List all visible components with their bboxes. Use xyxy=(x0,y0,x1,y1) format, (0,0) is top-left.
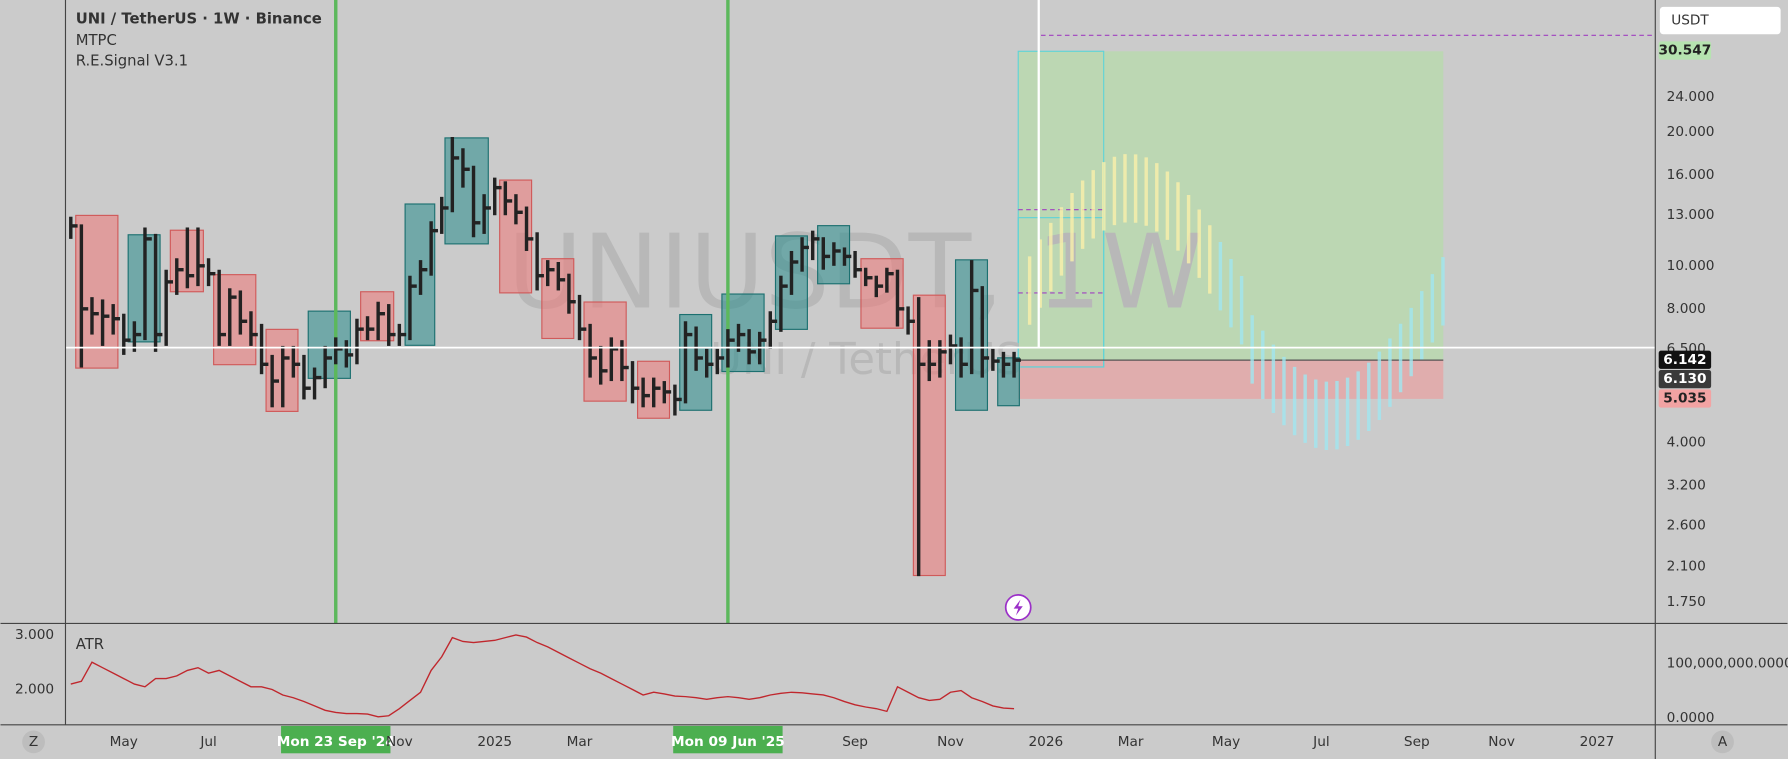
price-label-bg xyxy=(1658,389,1712,408)
x-tick-label: 2026 xyxy=(1028,734,1063,750)
atr-tick-label: 2.000 xyxy=(15,682,54,698)
y-tick-label: 4.000 xyxy=(1667,434,1706,450)
y-tick-label: 8.000 xyxy=(1667,301,1706,317)
x-tick-label: Mon 23 Sep '24 xyxy=(277,734,395,750)
currency-label: USDT xyxy=(1671,13,1709,29)
signal-box xyxy=(307,310,351,379)
price-label: 6.130 xyxy=(1663,371,1706,387)
x-tick-label: Nov xyxy=(1488,734,1515,750)
alert-icon-bolt xyxy=(1013,599,1023,616)
plot xyxy=(69,0,1021,718)
button-z[interactable] xyxy=(22,730,45,754)
price-label-bg xyxy=(1658,370,1712,389)
atr-line xyxy=(70,634,1015,718)
price-label-bg xyxy=(1658,41,1712,60)
highlight-label-bg xyxy=(673,725,783,754)
price-label-bg xyxy=(1658,350,1712,369)
x-tick-label: Mon 09 Jun '25 xyxy=(671,734,785,750)
x-tick-label: 2027 xyxy=(1580,734,1615,750)
y-tick-label: 13.000 xyxy=(1667,207,1715,223)
y-tick-label: 2.600 xyxy=(1667,518,1706,534)
price-label: 5.035 xyxy=(1663,391,1706,407)
button-a[interactable] xyxy=(1711,730,1734,754)
projection-zones xyxy=(1017,34,1653,399)
x-tick-label: Mar xyxy=(567,734,593,750)
atr-tick-label: 3.000 xyxy=(15,627,54,643)
y-tick-label: 2.100 xyxy=(1667,559,1706,575)
x-tick-label: 2025 xyxy=(477,734,512,750)
x-tick-label: May xyxy=(1212,734,1240,750)
y-tick-label: 1.750 xyxy=(1667,594,1706,610)
x-tick-label: Nov xyxy=(937,734,964,750)
indicator-name: MTPC xyxy=(76,32,117,49)
y-tick-label: 3.200 xyxy=(1667,477,1706,493)
y-tick-label: 16.000 xyxy=(1667,167,1715,183)
x-tick-label: Jul xyxy=(1312,734,1329,750)
x-tick-label: Sep xyxy=(842,734,868,750)
x-tick-label: Jul xyxy=(199,734,216,750)
y-tick-label: 10.000 xyxy=(1667,258,1715,274)
symbol-title: UNI / TetherUS · 1W · Binance xyxy=(76,10,322,27)
price-label: 30.547 xyxy=(1659,43,1712,59)
atr-right-label: 0.0000 xyxy=(1667,710,1715,726)
button-a-label: A xyxy=(1718,734,1728,750)
time-axis xyxy=(0,724,1788,759)
x-tick-label: Mar xyxy=(1118,734,1144,750)
atr-right-label: 100,000,000.0000 xyxy=(1667,655,1788,671)
x-tick-label: May xyxy=(110,734,138,750)
indicator-name: R.E.Signal V3.1 xyxy=(76,53,188,70)
y-tick-label: 20.000 xyxy=(1667,124,1715,140)
atr-title: ATR xyxy=(76,636,104,653)
x-tick-label: Nov xyxy=(386,734,413,750)
highlight-label-bg xyxy=(281,725,391,754)
x-tick-label: Sep xyxy=(1404,734,1430,750)
currency-button[interactable] xyxy=(1659,6,1781,35)
price-label: 6.142 xyxy=(1663,352,1706,368)
button-z-label: Z xyxy=(29,734,38,750)
y-tick-label: 24.000 xyxy=(1667,89,1715,105)
